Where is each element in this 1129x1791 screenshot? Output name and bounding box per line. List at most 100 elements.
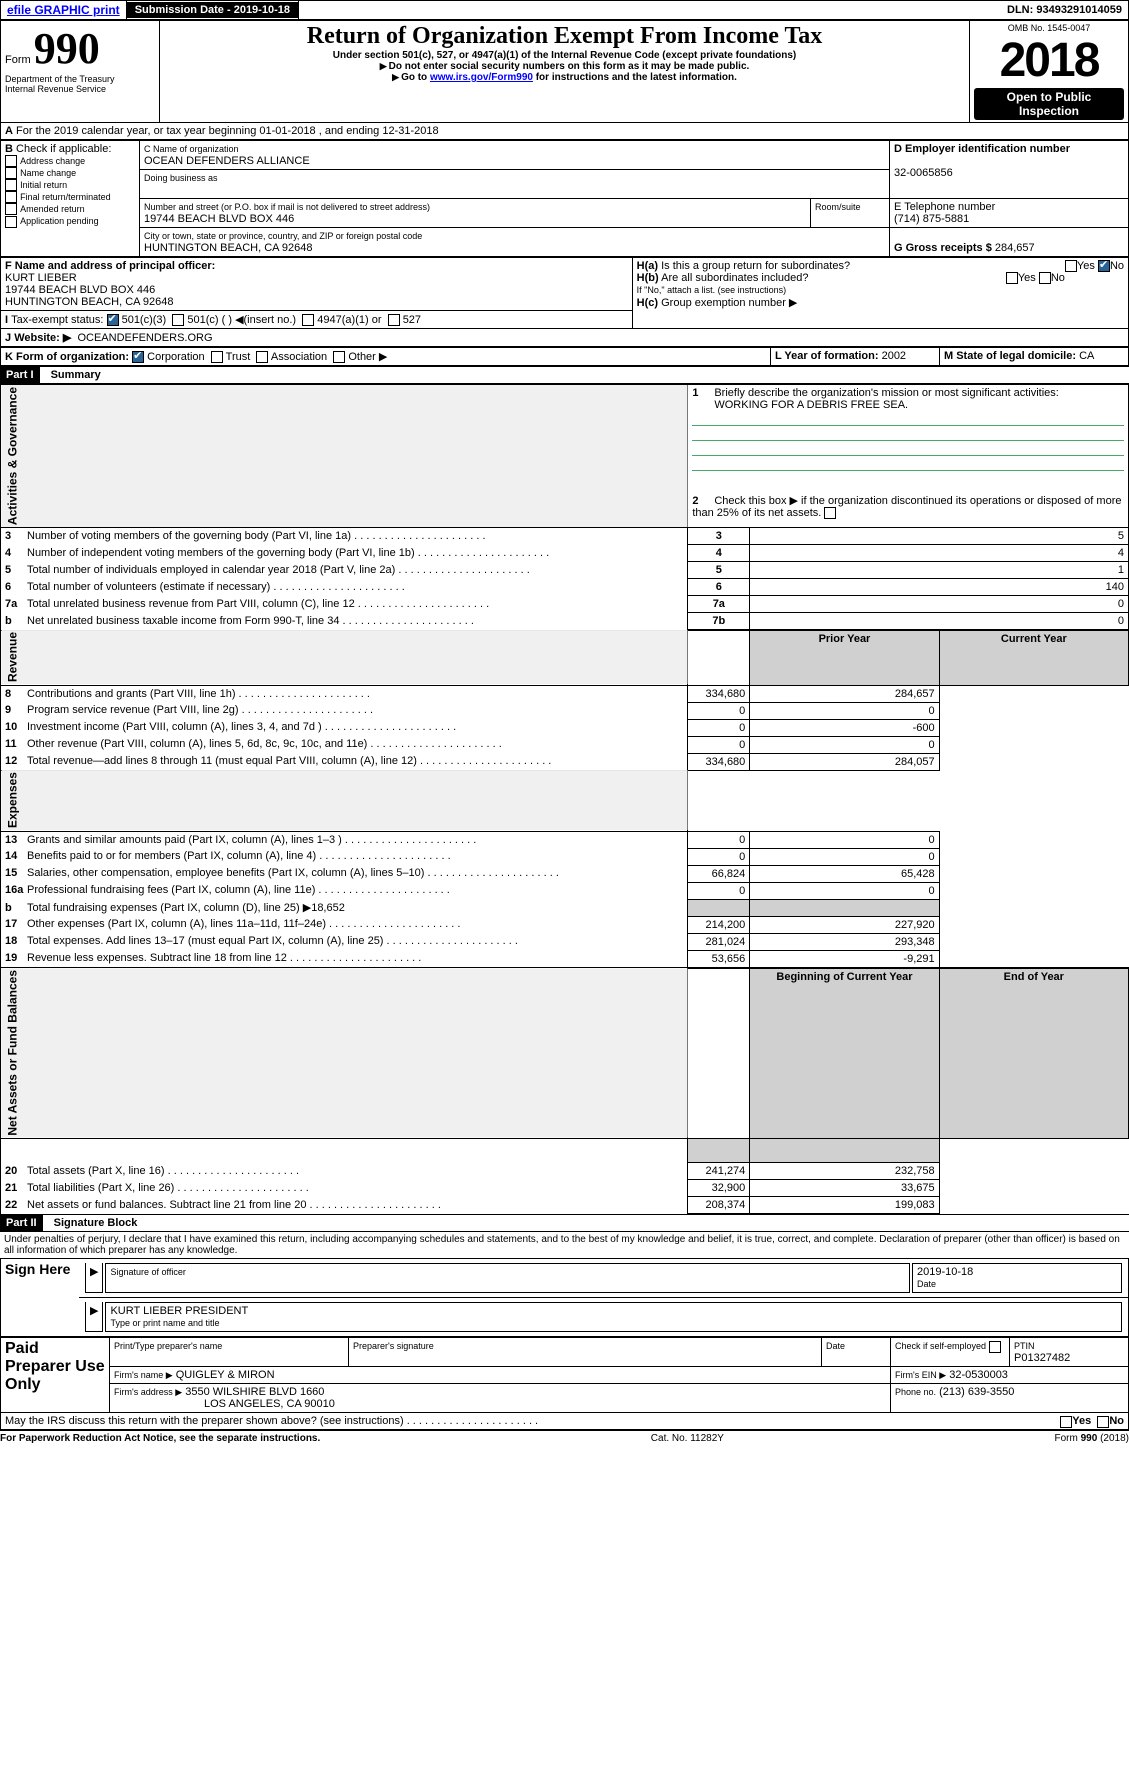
- org-name: OCEAN DEFENDERS ALLIANCE: [144, 155, 310, 167]
- k-corp[interactable]: [132, 351, 144, 363]
- i-501c3[interactable]: [107, 314, 119, 326]
- hdr-prior-year: Prior Year: [750, 630, 939, 685]
- line2-check[interactable]: [824, 507, 836, 519]
- i-527[interactable]: [388, 314, 400, 326]
- form-number: 990: [34, 24, 100, 73]
- website-value: OCEANDEFENDERS.ORG: [77, 332, 212, 344]
- part1-header: Part I Summary: [0, 366, 1129, 384]
- prep-name-h: Print/Type preparer's name: [114, 1341, 222, 1351]
- gov-line-text: Number of independent voting members of …: [27, 547, 549, 559]
- rev-prior: 0: [688, 719, 750, 736]
- i-4947[interactable]: [302, 314, 314, 326]
- ha-no[interactable]: [1098, 260, 1110, 272]
- sign-here: Sign Here: [1, 1259, 80, 1337]
- gov-line-text: Total unrelated business revenue from Pa…: [27, 598, 489, 610]
- na-line-text: Total liabilities (Part X, line 26): [27, 1182, 309, 1194]
- gov-line-num: 7a: [688, 596, 750, 613]
- city-label: City or town, state or province, country…: [144, 231, 422, 241]
- k-other[interactable]: [333, 351, 345, 363]
- exp-prior: 281,024: [688, 933, 750, 950]
- exp-curr: 0: [750, 848, 939, 865]
- b-check[interactable]: [5, 167, 17, 179]
- section-a: A For the 2019 calendar year, or tax yea…: [0, 123, 1129, 140]
- b-check[interactable]: [5, 179, 17, 191]
- part2-title: Signature Block: [46, 1217, 138, 1229]
- na-curr: 199,083: [750, 1197, 939, 1214]
- form-label: Form: [5, 54, 31, 66]
- gov-line-text: Total number of individuals employed in …: [27, 564, 530, 576]
- sections-klm: K Form of organization: Corporation Trus…: [0, 347, 1129, 366]
- topbar: efile GRAPHIC print Submission Date - 20…: [0, 0, 1129, 20]
- rev-curr: 284,657: [750, 685, 939, 702]
- b-item: Application pending: [20, 216, 99, 226]
- gov-value: 0: [750, 596, 1129, 613]
- gov-line-num: 3: [688, 528, 750, 545]
- b-item: Amended return: [20, 204, 85, 214]
- section-d-label: D Employer identification number: [894, 143, 1070, 155]
- exp-prior: 0: [688, 831, 750, 848]
- part1-body: Activities & Governance 1Briefly describ…: [0, 384, 1129, 1214]
- perjury-text: Under penalties of perjury, I declare th…: [0, 1232, 1129, 1258]
- rev-line-text: Contributions and grants (Part VIII, lin…: [27, 688, 370, 700]
- ha-yes[interactable]: [1065, 260, 1077, 272]
- na-prior: 208,374: [688, 1197, 750, 1214]
- section-i-label: Tax-exempt status:: [11, 314, 103, 326]
- pra-notice: For Paperwork Reduction Act Notice, see …: [0, 1433, 320, 1444]
- h-c: Group exemption number ▶: [661, 297, 797, 309]
- irs-link[interactable]: www.irs.gov/Form990: [430, 72, 533, 83]
- paid-preparer: Paid Preparer Use Only Print/Type prepar…: [0, 1337, 1129, 1413]
- part2-bar: Part II: [0, 1215, 43, 1231]
- exp-line-text: Revenue less expenses. Subtract line 18 …: [27, 952, 421, 964]
- na-curr: 232,758: [750, 1163, 939, 1180]
- exp-line-text: Professional fundraising fees (Part IX, …: [27, 884, 450, 896]
- k-trust[interactable]: [211, 351, 223, 363]
- signature-block: Sign Here ▶ Signature of officer 2019-10…: [0, 1258, 1129, 1337]
- hb-no[interactable]: [1039, 272, 1051, 284]
- subtitle-1: Under section 501(c), 527, or 4947(a)(1)…: [164, 50, 965, 61]
- b-check[interactable]: [5, 155, 17, 167]
- na-prior: 241,274: [688, 1163, 750, 1180]
- h-a: Is this a group return for subordinates?: [661, 260, 850, 272]
- part2-header: Part II Signature Block: [0, 1214, 1129, 1232]
- hb-yes[interactable]: [1006, 272, 1018, 284]
- exp-prior: [688, 899, 750, 916]
- firm-addr-l: Firm's address ▶: [114, 1387, 182, 1397]
- k-assoc[interactable]: [256, 351, 268, 363]
- side-revenue: Revenue: [1, 630, 688, 685]
- header-table: Form 990 Department of the Treasury Inte…: [0, 20, 1129, 123]
- exp-curr: 0: [750, 882, 939, 899]
- subtitle-2: Do not enter social security numbers on …: [164, 61, 965, 72]
- b-check[interactable]: [5, 216, 17, 228]
- b-check[interactable]: [5, 191, 17, 203]
- dept-treasury: Department of the Treasury Internal Reve…: [5, 74, 155, 94]
- i-501c[interactable]: [172, 314, 184, 326]
- gov-value: 5: [750, 528, 1129, 545]
- year-formation: 2002: [882, 350, 906, 362]
- cat-no: Cat. No. 11282Y: [651, 1433, 724, 1444]
- efile-link[interactable]: efile GRAPHIC print: [1, 1, 126, 19]
- city-value: HUNTINGTON BEACH, CA 92648: [144, 242, 313, 254]
- state-domicile: CA: [1079, 350, 1094, 362]
- officer-addr1: 19744 BEACH BLVD BOX 446: [5, 284, 155, 296]
- b-item: Initial return: [20, 180, 67, 190]
- firm-ein-l: Firm's EIN ▶: [895, 1370, 946, 1380]
- line2-text: Check this box ▶ if the organization dis…: [692, 495, 1121, 519]
- omb: OMB No. 1545-0047: [974, 23, 1124, 33]
- exp-line-text: Total expenses. Add lines 13–17 (must eq…: [27, 935, 518, 947]
- sig-officer-label: Signature of officer: [110, 1267, 185, 1277]
- mission-text: WORKING FOR A DEBRIS FREE SEA.: [692, 399, 908, 411]
- c-name-label: C Name of organization: [144, 144, 239, 154]
- paid-preparer-label: Paid Preparer Use Only: [1, 1338, 110, 1413]
- rev-curr: 0: [750, 736, 939, 753]
- rev-prior: 334,680: [688, 753, 750, 770]
- self-emp-check[interactable]: [989, 1341, 1001, 1353]
- discuss-no[interactable]: [1097, 1416, 1109, 1428]
- firm-city: LOS ANGELES, CA 90010: [114, 1398, 335, 1410]
- gov-value: 140: [750, 579, 1129, 596]
- b-check[interactable]: [5, 203, 17, 215]
- phone-value: (714) 875-5881: [894, 213, 969, 225]
- side-netassets: Net Assets or Fund Balances: [1, 968, 688, 1139]
- rev-prior: 334,680: [688, 685, 750, 702]
- discuss-yes[interactable]: [1060, 1416, 1072, 1428]
- prep-sig-h: Preparer's signature: [353, 1341, 434, 1351]
